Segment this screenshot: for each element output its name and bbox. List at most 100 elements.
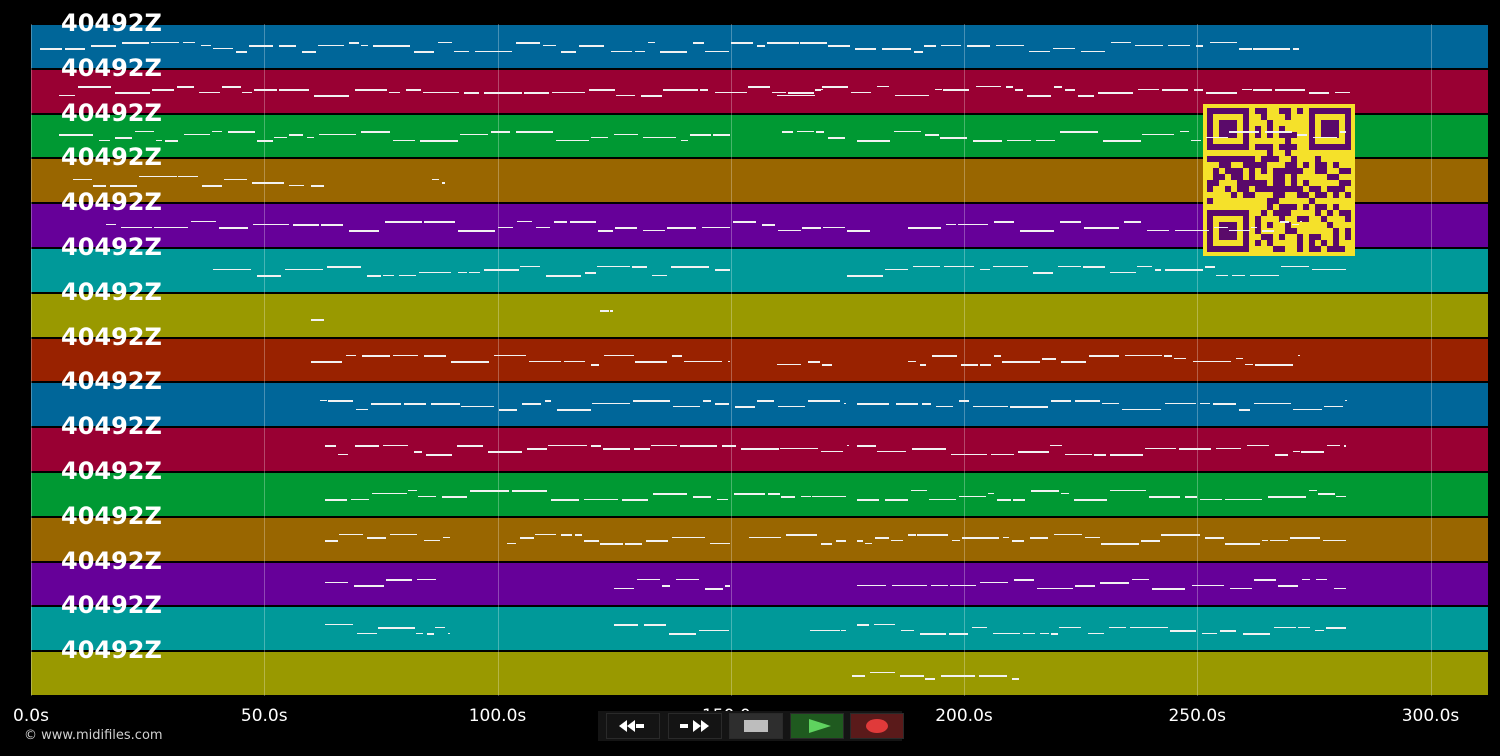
note-segment <box>257 140 273 143</box>
note-segment <box>324 582 349 584</box>
note-segment <box>1059 220 1081 223</box>
note-segment <box>590 364 600 367</box>
note-segment <box>881 47 912 50</box>
note-segment <box>671 265 709 268</box>
note-segment <box>633 447 650 450</box>
note-segment <box>354 444 379 447</box>
note-segment <box>575 534 582 537</box>
note-segment <box>951 453 988 455</box>
note-segment <box>856 444 876 447</box>
note-segment <box>1110 41 1132 43</box>
note-segment <box>978 674 1008 677</box>
note-segment <box>430 402 460 405</box>
note-segment <box>459 134 488 136</box>
note-segment <box>545 274 582 277</box>
note-segment <box>1042 358 1057 361</box>
rewind-button[interactable] <box>606 713 660 739</box>
note-segment <box>355 408 368 410</box>
note-segment <box>865 543 872 545</box>
note-segment <box>930 585 948 587</box>
note-segment <box>622 498 648 501</box>
note-segment <box>772 92 787 94</box>
note-segment <box>598 229 614 232</box>
note-segment <box>1254 364 1293 367</box>
note-segment <box>1019 229 1055 232</box>
note-segment <box>550 498 579 501</box>
note-segment <box>563 361 585 363</box>
note-segment <box>1219 629 1237 632</box>
note-segment <box>835 540 847 543</box>
time-tick-label: 250.0s <box>1168 706 1227 726</box>
note-segment <box>423 92 460 94</box>
note-segment <box>64 47 86 50</box>
note-segment <box>279 89 310 92</box>
note-segment <box>529 361 562 363</box>
note-segment <box>1138 89 1160 91</box>
note-segment <box>1001 361 1040 364</box>
note-segment <box>497 226 514 228</box>
note-segment <box>1274 453 1289 456</box>
note-segment <box>1199 402 1210 404</box>
note-segment <box>389 92 400 94</box>
note-segment <box>671 355 682 358</box>
play-button[interactable] <box>790 713 844 739</box>
note-segment <box>350 498 369 500</box>
note-segment <box>1205 92 1238 95</box>
time-tick-label: 100.0s <box>468 706 527 726</box>
record-button[interactable] <box>850 713 904 739</box>
note-segment <box>885 268 909 270</box>
note-segment <box>1275 89 1306 92</box>
note-segment <box>520 265 540 267</box>
note-segment <box>458 229 496 232</box>
note-segment <box>1179 447 1211 450</box>
note-segment <box>659 50 688 53</box>
note-segment <box>1289 537 1321 540</box>
note-segment <box>672 405 700 407</box>
note-segment <box>653 492 688 495</box>
note-segment <box>91 44 117 47</box>
note-segment <box>625 543 642 546</box>
track-label: 40492Z <box>61 143 162 172</box>
note-segment <box>475 50 512 52</box>
note-segment <box>177 86 195 89</box>
note-segment <box>821 364 833 367</box>
note-segment <box>1225 543 1260 546</box>
note-segment <box>355 89 388 92</box>
note-segment <box>1252 89 1272 92</box>
note-segment <box>714 92 748 94</box>
note-segment <box>498 408 517 411</box>
note-segment <box>996 44 1024 46</box>
note-segment <box>561 50 577 53</box>
note-segment <box>1152 588 1186 591</box>
gridline <box>31 24 32 696</box>
note-segment <box>1280 220 1289 223</box>
note-segment <box>646 540 668 543</box>
note-segment <box>1216 447 1241 449</box>
note-segment <box>962 537 1000 540</box>
note-segment <box>324 623 353 625</box>
time-tick-label: 200.0s <box>935 706 993 726</box>
stop-button[interactable] <box>729 713 783 739</box>
note-segment <box>908 226 942 229</box>
fast-forward-button[interactable] <box>668 713 722 739</box>
note-segment <box>327 265 362 268</box>
note-segment <box>372 44 411 47</box>
note-segment <box>1246 444 1269 446</box>
note-segment <box>1261 229 1275 232</box>
note-segment <box>767 41 800 44</box>
note-segment <box>1030 537 1048 540</box>
note-segment <box>1297 626 1310 628</box>
note-segment <box>828 44 850 47</box>
note-segment <box>640 95 662 98</box>
note-segment <box>1174 358 1187 360</box>
note-segment <box>443 537 450 539</box>
note-segment <box>1238 408 1250 411</box>
gridline <box>264 24 266 696</box>
note-segment <box>781 495 795 498</box>
note-segment <box>213 47 234 49</box>
track-label: 40492Z <box>61 636 162 665</box>
note-segment <box>873 623 896 625</box>
note-segment <box>555 140 589 142</box>
note-segment <box>516 41 541 44</box>
note-segment <box>460 405 495 407</box>
